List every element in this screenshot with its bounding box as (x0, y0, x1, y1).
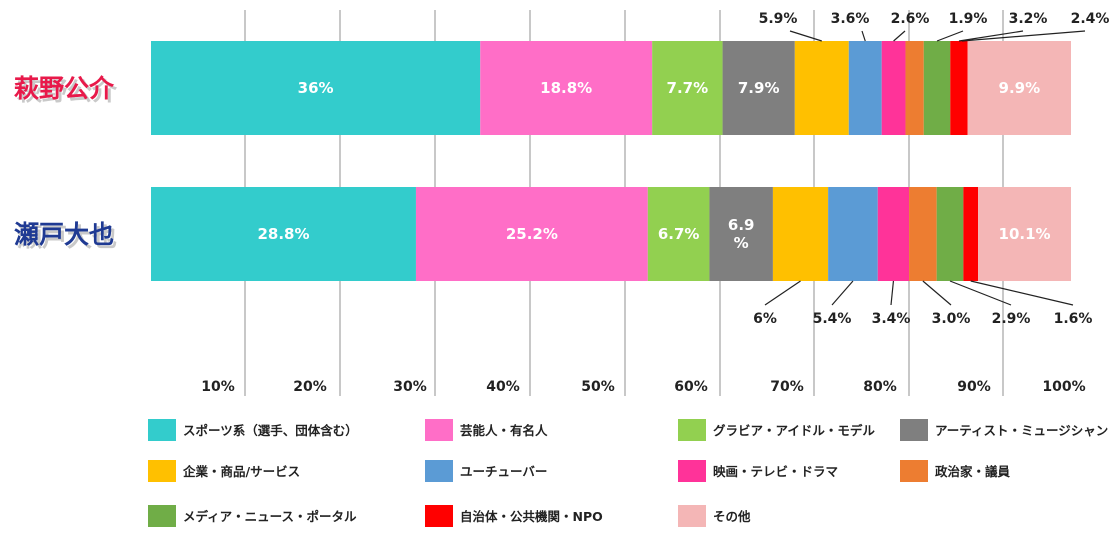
segment-label: 36% (298, 79, 334, 97)
bar-segment (828, 187, 878, 281)
row-label-shadow: 萩野公介 (17, 77, 118, 106)
bar-segment (151, 41, 481, 135)
bar-segment (652, 41, 723, 135)
callout-line (958, 30, 1024, 42)
legend-swatch (678, 505, 706, 527)
bar-segment (722, 41, 795, 135)
legend-swatch (148, 505, 176, 527)
bar-segment (963, 187, 979, 281)
callout-line (764, 280, 801, 306)
legend-label: アーティスト・ミュージシャン (935, 423, 1108, 438)
x-tick-label: 80% (863, 379, 897, 395)
x-tick-label: 50% (581, 379, 615, 395)
legend-swatch (148, 419, 176, 441)
bar-segment (709, 187, 773, 281)
row-label-shadow: 瀬戸大也 (17, 223, 117, 252)
legend-swatch (900, 419, 928, 441)
bar-segment (772, 187, 829, 281)
callout-line (949, 280, 1012, 306)
callout-label: 5.4% (813, 311, 852, 327)
legend-swatch (425, 505, 453, 527)
segment-label: 9.9% (999, 79, 1041, 97)
legend-label: メディア・ニュース・ポータル (183, 509, 357, 524)
bar-segment (848, 41, 882, 135)
callout-line (922, 280, 952, 306)
bar-segment (877, 187, 910, 281)
bar-segment (923, 41, 951, 135)
callout-line (789, 30, 822, 42)
callout-line (861, 30, 866, 42)
x-tick-labels: 10% 20% 30% 40% 50% 60% 70% 80% 90% 100% (201, 379, 1085, 395)
x-tick-label: 90% (957, 379, 991, 395)
legend-swatch (678, 460, 706, 482)
bar-segments (151, 41, 1071, 281)
legend: スポーツ系（選手、団体含む） 芸能人・有名人 グラビア・アイドル・モデル アーティスト… (148, 419, 1108, 527)
segment-label: 6.9% (728, 216, 755, 252)
callout-label: 6% (753, 311, 777, 327)
bar-segment (905, 41, 924, 135)
segment-label: 7.7% (667, 79, 709, 97)
bar-segment (909, 187, 937, 281)
legend-label: 政治家・議員 (935, 464, 1011, 479)
bar-segment (967, 41, 1071, 135)
legend-swatch (900, 460, 928, 482)
bar-segment (881, 41, 906, 135)
x-tick-label: 60% (674, 379, 708, 395)
legend-label: グラビア・アイドル・モデル (713, 423, 875, 438)
legend-label: 企業・商品/サービス (182, 464, 300, 479)
bar-segment (480, 41, 653, 135)
x-tick-label: 100% (1042, 379, 1085, 395)
row-label: 瀬戸大也 (14, 220, 114, 249)
callout-labels: 5.9% 3.6% 2.6% 1.9% 3.2% 2.4% 6% 5.4% 3.4% 3.0% 2.… (753, 11, 1109, 327)
callout-line (970, 280, 1074, 306)
callout-line (936, 30, 964, 42)
segment-label: 7.9% (738, 79, 780, 97)
legend-label: 自治体・公共機関・NPO (460, 509, 603, 524)
callout-label: 1.6% (1054, 311, 1093, 327)
segment-label: 6.7% (658, 225, 700, 243)
legend-label: スポーツ系（選手、団体含む） (183, 423, 358, 438)
segment-label: 28.8% (257, 225, 309, 243)
bar-segment (647, 187, 710, 281)
legend-swatch (678, 419, 706, 441)
callout-label: 3.4% (872, 311, 911, 327)
callout-line (893, 30, 906, 42)
callout-label: 3.2% (1009, 11, 1048, 27)
x-tick-label: 30% (393, 379, 427, 395)
legend-label: 芸能人・有名人 (460, 423, 548, 438)
legend-label: ユーチューバー (460, 464, 547, 479)
callout-label: 2.9% (992, 311, 1031, 327)
segment-label: 10.1% (999, 225, 1051, 243)
callout-label: 2.4% (1071, 11, 1110, 27)
x-tick-label: 10% (201, 379, 235, 395)
callout-line (961, 30, 1086, 42)
callout-label: 2.6% (891, 11, 930, 27)
bar-segment (151, 187, 416, 281)
row-label: 萩野公介 (14, 74, 115, 103)
segment-label: 18.8% (540, 79, 592, 97)
bar-segment (794, 41, 849, 135)
x-tick-label: 20% (293, 379, 327, 395)
legend-label: その他 (713, 509, 751, 524)
bar-segment (950, 41, 968, 135)
callout-line (890, 280, 895, 306)
callout-line (831, 280, 854, 306)
legend-swatch (148, 460, 176, 482)
segment-labels: 36% 18.8% 7.7% 7.9% 9.9% 28.8% 25.2% 6.7% 6.9% 10… (257, 79, 1050, 252)
callout-label: 1.9% (949, 11, 988, 27)
callout-label: 5.9% (759, 11, 798, 27)
legend-swatch (425, 419, 453, 441)
x-tick-label: 70% (770, 379, 804, 395)
x-tick-label: 40% (486, 379, 520, 395)
callout-label: 3.6% (831, 11, 870, 27)
bar-segment (978, 187, 1071, 281)
callout-label: 3.0% (932, 311, 971, 327)
bar-segment (415, 187, 648, 281)
segment-label: 25.2% (506, 225, 558, 243)
legend-swatch (425, 460, 453, 482)
legend-label: 映画・テレビ・ドラマ (713, 464, 838, 479)
bar-segment (936, 187, 964, 281)
